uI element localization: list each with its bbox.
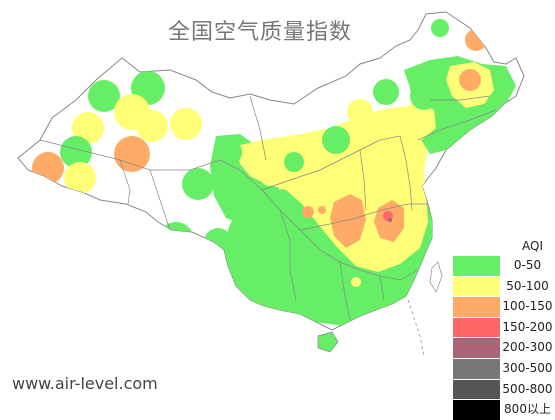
legend-item: 100-150 (453, 296, 555, 317)
legend-label: 100-150 (502, 299, 553, 314)
aqi-legend: AQI 0-50 50-100 100-150 150-200 200-300 300-5… (453, 238, 555, 420)
legend-swatch (453, 276, 500, 297)
station-disc (170, 108, 202, 140)
legend-item: 150-200 (453, 316, 555, 338)
south-china-sea-line (407, 299, 425, 357)
aqi-hotspot-sichuan (330, 194, 366, 248)
legend-label: 50-100 (506, 278, 549, 293)
station-disc (182, 168, 214, 200)
china-aqi-map (17, 11, 525, 357)
station-disc (136, 110, 168, 142)
legend-swatch (453, 256, 500, 276)
legend-swatch (453, 317, 500, 338)
station-disc (60, 136, 92, 168)
station-disc (88, 80, 120, 112)
legend-item: 800以上 (453, 399, 555, 420)
station-disc (32, 152, 64, 184)
station-disc (302, 206, 314, 218)
station-disc (260, 166, 280, 186)
legend-rows: 0-50 50-100 100-150 150-200 200-300 300-500 50… (453, 255, 555, 420)
legend-label: 300-500 (502, 360, 553, 375)
legend-item: 0-50 (453, 255, 555, 276)
station-disc (204, 228, 232, 256)
taiwan-island (429, 261, 443, 293)
legend-item: 300-500 (453, 357, 555, 379)
station-disc (388, 218, 392, 222)
legend-swatch (453, 358, 500, 379)
map-title: 全国空气质量指数 (167, 20, 352, 45)
station-disc (322, 126, 350, 154)
legend-swatch (453, 338, 500, 358)
station-disc (114, 136, 150, 172)
legend-label: 800以上 (504, 402, 551, 417)
province-borders (39, 95, 497, 321)
legend-title: AQI (522, 239, 543, 253)
station-disc (354, 254, 366, 266)
legend-swatch (453, 400, 500, 420)
station-disc (64, 162, 96, 194)
legend-label: 0-50 (513, 258, 542, 272)
station-disc (431, 19, 449, 37)
hainan-island (317, 331, 339, 353)
station-disc (351, 277, 361, 287)
legend-item: 500-800 (453, 378, 555, 400)
station-disc (318, 206, 326, 214)
station-disc (214, 138, 242, 166)
legend-swatch (453, 379, 500, 400)
station-disc (373, 79, 399, 105)
station-disc (412, 216, 424, 228)
station-disc (284, 152, 304, 172)
legend-label: 200-300 (502, 340, 553, 355)
aqi-region-liaoning-moderate (400, 102, 436, 140)
station-disc (72, 112, 104, 144)
watermark: www.air-level.com (12, 374, 158, 393)
legend-label: 500-800 (502, 381, 553, 396)
legend-item: 50-100 (453, 275, 555, 297)
station-disc (158, 222, 194, 258)
legend-item: 200-300 (453, 337, 555, 358)
legend-swatch (453, 297, 500, 317)
legend-label: 150-200 (502, 319, 553, 334)
station-disc (459, 69, 481, 91)
station-disc (410, 82, 438, 110)
station-disc (347, 99, 373, 125)
